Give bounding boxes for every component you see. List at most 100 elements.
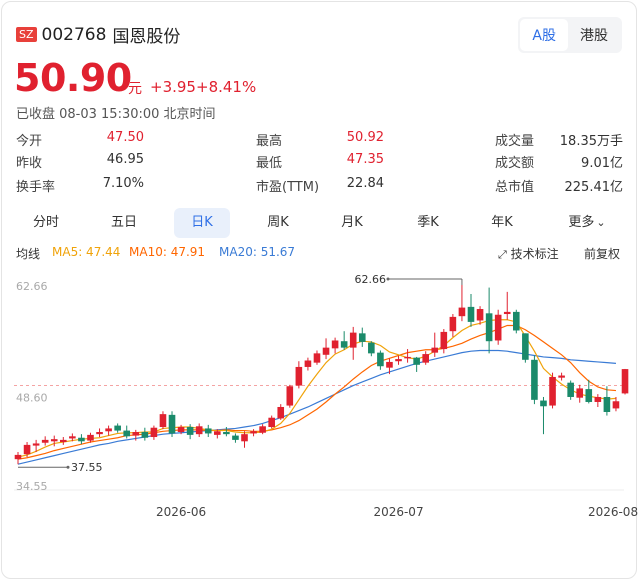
tab-weekly-k[interactable]: 周K xyxy=(267,215,289,230)
stat-item: 最高 50.92 xyxy=(256,130,384,149)
technical-annotate-button[interactable]: ⤢ 技术标注 xyxy=(498,245,559,262)
candle-body xyxy=(513,311,520,331)
tab-more-label: 更多 xyxy=(568,215,595,230)
stat-label: 总市值 xyxy=(495,180,535,195)
candle-body xyxy=(259,426,266,433)
candle-body xyxy=(368,342,375,354)
candle-body xyxy=(522,333,529,360)
chevron-down-icon: ⌄ xyxy=(596,216,606,229)
annotate-label: 技术标注 xyxy=(510,247,559,261)
candle-body xyxy=(168,414,176,434)
candle-body xyxy=(349,332,357,348)
candle-body xyxy=(404,356,411,359)
min-price-label: 37.55 xyxy=(71,461,103,474)
candle-body xyxy=(413,357,420,365)
candle-body xyxy=(549,376,556,406)
stat-item: 总市值 225.41亿 xyxy=(495,176,623,195)
stock-name: 国恩股份 xyxy=(112,27,181,47)
candle-body xyxy=(331,340,339,349)
candle-body xyxy=(268,417,275,428)
x-tick-label: 2026-07 xyxy=(373,505,423,519)
candle-body xyxy=(449,316,457,332)
stat-item: 今开 47.50 xyxy=(16,130,144,149)
candle-body xyxy=(340,341,348,348)
candle-body xyxy=(223,432,230,435)
candle-body xyxy=(467,306,475,322)
candle-body xyxy=(141,432,149,438)
tab-monthly-k[interactable]: 月K xyxy=(341,215,363,230)
candle-body xyxy=(531,359,538,400)
tab-more[interactable]: 更多 ⌄ xyxy=(552,208,622,238)
candle-body xyxy=(558,375,565,378)
stat-item: 昨收 46.95 xyxy=(16,152,144,171)
candle-body xyxy=(494,314,502,341)
price-change: +3.95 xyxy=(150,78,196,96)
stat-label: 成交额 xyxy=(495,156,535,171)
candle-body xyxy=(195,426,203,435)
tab-yearly-k[interactable]: 年K xyxy=(491,215,513,230)
candle-body xyxy=(105,428,112,432)
max-marker-dot xyxy=(386,277,390,281)
candle-body xyxy=(503,311,511,315)
stat-label: 今开 xyxy=(16,134,43,149)
market-badge: SZ xyxy=(16,27,37,42)
candle-body xyxy=(440,331,448,350)
candle-body xyxy=(585,389,593,402)
stat-item: 市盈(TTM) 22.84 xyxy=(256,176,384,195)
candle-body xyxy=(304,360,312,367)
hk-share-tab[interactable]: 港股 xyxy=(580,28,608,44)
period-tabs: 分时 五日 日K 周K 月K 季K 年K 更多 ⌄ xyxy=(14,208,626,238)
stat-value: 46.95 xyxy=(106,152,144,167)
stat-value: 22.84 xyxy=(346,176,384,191)
tab-quarterly-k[interactable]: 季K xyxy=(417,215,439,230)
candle-body xyxy=(322,347,330,355)
stat-label: 市盈(TTM) xyxy=(256,180,320,195)
candle-body xyxy=(540,400,547,407)
tab-daily-k[interactable]: 日K xyxy=(174,208,230,238)
stat-label: 换手率 xyxy=(16,180,56,195)
stat-value: 50.92 xyxy=(346,130,384,145)
draw-tool-icon: ⤢ xyxy=(498,248,507,261)
tab-intraday[interactable]: 分时 xyxy=(32,215,59,230)
candle-body xyxy=(41,439,49,443)
candle-body xyxy=(204,428,212,434)
candle-body xyxy=(286,386,294,406)
candle-body xyxy=(123,430,131,437)
candle-body xyxy=(395,359,402,362)
candle-body xyxy=(23,444,31,455)
y-tick-label: 34.55 xyxy=(16,480,48,493)
stat-item: 换手率 7.10% xyxy=(16,176,144,195)
kline-chart[interactable]: 62.66 48.60 34.55 2026-06 2026-07 2026-08 62.6… xyxy=(0,260,638,580)
candle-body xyxy=(377,352,384,367)
candle-body xyxy=(295,366,303,386)
stat-label: 最高 xyxy=(256,134,283,149)
stat-item: 最低 47.35 xyxy=(256,152,384,171)
candle-body xyxy=(458,307,466,317)
candle-body xyxy=(603,396,611,412)
candle-body xyxy=(132,432,140,436)
market-status: 已收盘 08-03 15:30:00 北京时间 xyxy=(16,107,216,122)
candle-body xyxy=(114,425,121,431)
currency-unit: 元 xyxy=(128,81,142,97)
candle-body xyxy=(232,435,239,440)
current-price: 50.90 xyxy=(14,56,132,100)
max-price-label: 62.66 xyxy=(355,273,387,286)
candle-body xyxy=(60,439,67,443)
x-tick-label: 2026-06 xyxy=(156,505,206,519)
a-share-tab[interactable]: A股 xyxy=(520,19,568,51)
stat-value: 47.35 xyxy=(346,152,384,167)
candle-body xyxy=(250,431,257,434)
stat-item: 成交量 18.35万手 xyxy=(495,130,623,149)
adjust-mode-button[interactable]: 前复权 xyxy=(584,247,621,261)
candle-body xyxy=(159,414,167,428)
stat-label: 成交量 xyxy=(495,134,535,149)
candle-body xyxy=(78,437,85,442)
candle-body xyxy=(241,434,248,442)
candle-body xyxy=(567,382,574,397)
candle-body xyxy=(214,431,221,435)
tab-five-day[interactable]: 五日 xyxy=(110,215,137,230)
candle-body xyxy=(422,354,429,363)
price-change-percent: +8.41% xyxy=(196,78,257,96)
stat-value: 47.50 xyxy=(106,130,144,145)
